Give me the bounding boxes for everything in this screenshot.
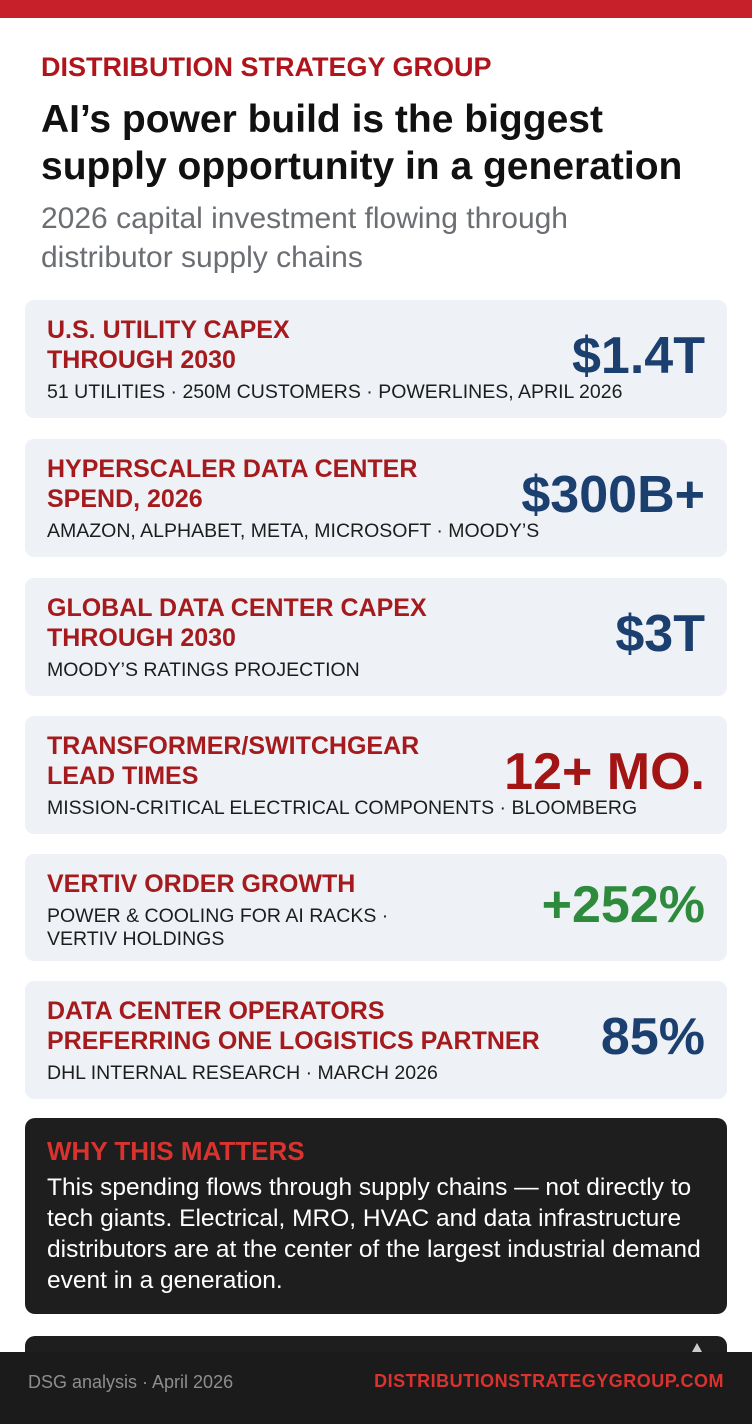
card-label-line: HYPERSCALER DATA CENTER <box>47 455 418 483</box>
card-value: $300B+ <box>521 466 705 524</box>
headline: AI’s power build is the biggest supply o… <box>41 98 683 188</box>
card-label: VERTIV ORDER GROWTH POWER & COOLING FOR A… <box>47 869 388 951</box>
card-source-line: MOODY’S RATINGS PROJECTION <box>47 659 360 681</box>
card-source-line: POWER & COOLING FOR AI RACKS · <box>47 905 389 927</box>
card-value: $1.4T <box>572 327 705 385</box>
card-label: HYPERSCALER DATA CENTER SPEND, 2026 AMAZON… <box>47 454 539 543</box>
stat-card: VERTIV ORDER GROWTH POWER & COOLING FOR A… <box>25 854 727 961</box>
stat-card: TRANSFORMER/SWITCHGEAR LEAD TIMES MISSION-… <box>25 716 727 834</box>
why-box: WHY THIS MATTERS This spending flows thr… <box>25 1118 727 1314</box>
card-source: 51 UTILITIES · 250M CUSTOMERS · POWERLIN… <box>47 381 622 404</box>
card-value: $3T <box>615 605 705 663</box>
scroll-arrow[interactable] <box>690 1342 704 1354</box>
card-label-line: VERTIV ORDER GROWTH <box>47 870 356 898</box>
card-label-line: LEAD TIMES <box>47 762 199 790</box>
card-label: GLOBAL DATA CENTER CAPEX THROUGH 2030 MOOD… <box>47 593 427 682</box>
card-source: POWER & COOLING FOR AI RACKS · VERTIV HOL… <box>47 905 388 951</box>
why-title: WHY THIS MATTERS <box>47 1136 305 1166</box>
subtitle: 2026 capital investment flowing through … <box>41 202 568 274</box>
card-source-line: VERTIV HOLDINGS <box>47 928 225 950</box>
footer-link[interactable]: DISTRIBUTIONSTRATEGYGROUP.COM <box>374 1371 724 1391</box>
card-label-line: TRANSFORMER/SWITCHGEAR <box>47 732 420 760</box>
footer-note: DSG analysis · April 2026 <box>28 1372 234 1392</box>
card-label-line: PREFERRING ONE LOGISTICS PARTNER <box>47 1027 540 1055</box>
why-body: This spending flows through supply chain… <box>47 1174 701 1294</box>
brand: DISTRIBUTION STRATEGY GROUP <box>41 52 492 82</box>
card-label: U.S. UTILITY CAPEX THROUGH 2030 51 UTILITI… <box>47 315 622 404</box>
top-bar <box>0 0 752 18</box>
card-source: DHL INTERNAL RESEARCH · MARCH 2026 <box>47 1062 540 1085</box>
card-source-line: DHL INTERNAL RESEARCH · MARCH 2026 <box>47 1062 438 1084</box>
card-label: DATA CENTER OPERATORS PREFERRING ONE LOGI… <box>47 996 540 1085</box>
card-label: TRANSFORMER/SWITCHGEAR LEAD TIMES MISSION-… <box>47 731 637 820</box>
stat-card: GLOBAL DATA CENTER CAPEX THROUGH 2030 MOOD… <box>25 578 727 696</box>
card-source: AMAZON, ALPHABET, META, MICROSOFT · MOOD… <box>47 520 539 543</box>
stat-card: DATA CENTER OPERATORS PREFERRING ONE LOGI… <box>25 981 727 1099</box>
card-source: MISSION-CRITICAL ELECTRICAL COMPONENTS ·… <box>47 797 637 820</box>
card-value: +252% <box>541 875 705 934</box>
card-label-line: THROUGH 2030 <box>47 346 236 374</box>
card-source-line: 51 UTILITIES · 250M CUSTOMERS · POWERLIN… <box>47 381 623 403</box>
card-source-line: AMAZON, ALPHABET, META, MICROSOFT · MOOD… <box>47 520 540 542</box>
card-label-line: U.S. UTILITY CAPEX <box>47 316 290 344</box>
card-label-line: DATA CENTER OPERATORS <box>47 997 385 1025</box>
card-source: MOODY’S RATINGS PROJECTION <box>47 659 427 682</box>
stat-card: U.S. UTILITY CAPEX THROUGH 2030 51 UTILITI… <box>25 300 727 418</box>
card-value: 12+ MO. <box>504 743 705 801</box>
footer: DSG analysis · April 2026 DISTRIBUTIONST… <box>0 1343 752 1424</box>
card-label-line: SPEND, 2026 <box>47 485 203 513</box>
card-source-line: MISSION-CRITICAL ELECTRICAL COMPONENTS ·… <box>47 797 638 819</box>
card-label-line: THROUGH 2030 <box>47 624 236 652</box>
stat-card: HYPERSCALER DATA CENTER SPEND, 2026 AMAZON… <box>25 439 727 557</box>
card-value: 85% <box>600 1008 705 1066</box>
card-label-line: GLOBAL DATA CENTER CAPEX <box>47 594 427 622</box>
